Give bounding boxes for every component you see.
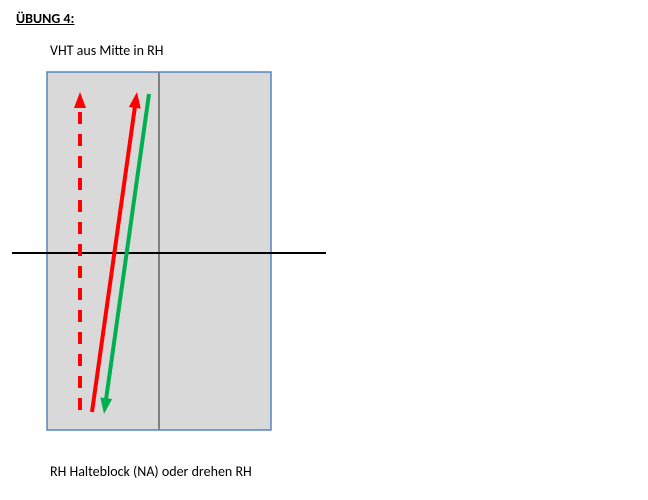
exercise-diagram [0, 0, 648, 500]
caption-text: RH Halteblock (NA) oder drehen RH Block … [50, 445, 252, 500]
page-root: { "heading": { "text": "ÜBUNG 4:", "x": … [0, 0, 648, 500]
caption-line-1: RH Halteblock (NA) oder drehen RH [50, 463, 252, 480]
